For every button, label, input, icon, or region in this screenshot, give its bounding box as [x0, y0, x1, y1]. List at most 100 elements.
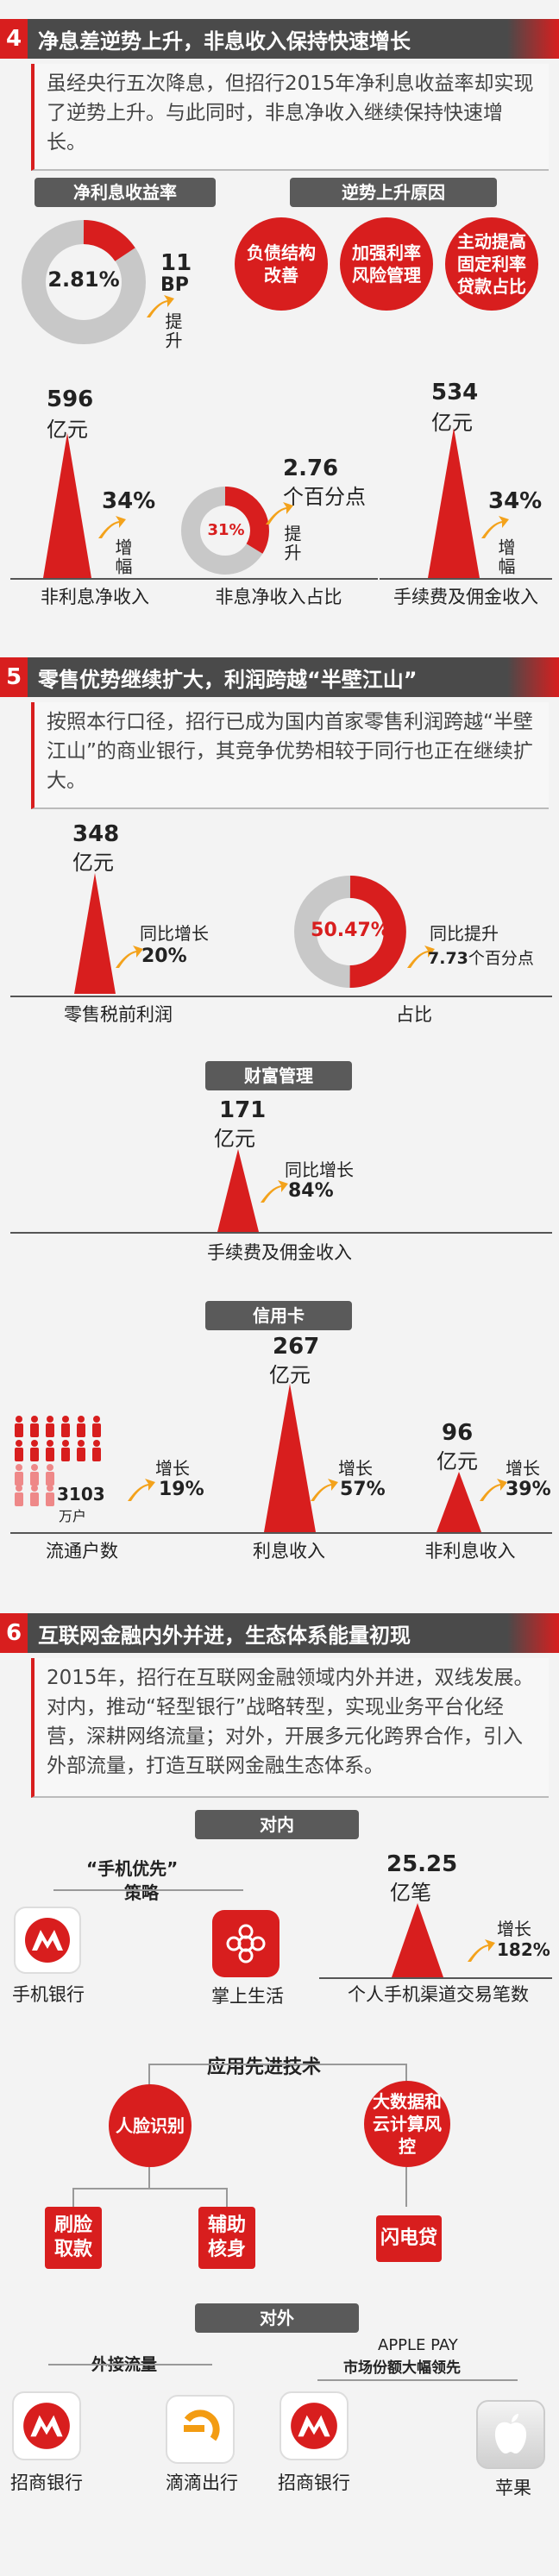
txn-value: 25.25	[386, 1851, 458, 1877]
people-icon-grid	[15, 1416, 101, 1506]
tech-bigdata: 大数据和云计算风控	[364, 2081, 450, 2167]
section-title: 互联网金融内外并进，生态体系能量初现	[38, 1623, 411, 1648]
header-decoration	[507, 657, 559, 697]
profit-triangle	[74, 873, 116, 994]
interest-unit: 亿元	[269, 1363, 311, 1387]
card-nonint-value: 96	[442, 1420, 474, 1446]
fee-growth-label: 增幅	[495, 538, 516, 576]
section-number: 5	[0, 657, 28, 697]
txn-growth-label: 增长	[497, 1919, 531, 1939]
users-value: 3103	[57, 1484, 105, 1505]
section-5-header: 5 零售优势继续扩大，利润跨越“半壁江山”	[0, 657, 559, 697]
interest-label: 利息收入	[253, 1541, 325, 1561]
txn-label: 个人手机渠道交易笔数	[348, 1984, 529, 2005]
interest-triangle	[264, 1384, 316, 1532]
users-growth-label: 增长	[155, 1458, 190, 1479]
flower-logo-icon	[212, 1910, 280, 1977]
up-arrow-icon	[266, 502, 293, 525]
connector-line	[72, 2188, 228, 2190]
nonint-triangle	[43, 433, 91, 578]
reason-pill: 逆势上升原因	[290, 178, 497, 207]
section-title: 零售优势继续扩大，利润跨越“半壁江山”	[38, 667, 418, 692]
share-change: 2.76	[283, 456, 339, 481]
axis-line	[10, 1532, 552, 1534]
reason-2: 加强利率风险管理	[340, 217, 433, 311]
app2-label: 掌上生活	[211, 1986, 284, 2007]
axis-line	[10, 578, 179, 580]
face-withdraw-box: 刷脸取款	[45, 2207, 102, 2269]
cmb-logo-icon	[280, 2391, 349, 2460]
nonint-value: 596	[47, 386, 94, 412]
share-unit: 个百分点	[283, 485, 366, 509]
fee-label: 手续费及佣金收入	[393, 587, 538, 607]
connector-line	[148, 2064, 407, 2065]
ratio-change-label: 同比提升	[430, 923, 499, 944]
up-arrow-icon	[98, 516, 126, 538]
partner4-label: 苹果	[495, 2478, 531, 2498]
axis-line	[319, 1977, 552, 1979]
reason-3: 主动提高固定利率贷款占比	[445, 217, 538, 311]
partner1-label: 招商银行	[10, 2472, 83, 2493]
section-4-paragraph: 虽经央行五次降息，但招行2015年净利息收益率却实现了逆势上升。与此同时，非息净…	[31, 64, 549, 171]
fee-growth: 34%	[488, 488, 543, 514]
reason-1: 负债结构改善	[235, 217, 328, 311]
header-decoration	[507, 19, 559, 59]
mobile-first: “手机优先”	[86, 1858, 179, 1879]
section-title: 净息差逆势上升，非息收入保持快速增长	[38, 28, 411, 53]
axis-line	[179, 578, 378, 580]
up-arrow-icon	[147, 295, 174, 317]
outer-pill: 对外	[195, 2303, 359, 2333]
wealth-pill: 财富管理	[205, 1061, 352, 1090]
profit-growth-label: 同比增长	[140, 923, 209, 944]
nim-donut-chart	[22, 220, 146, 344]
inner-pill: 对内	[195, 1810, 359, 1839]
connector-line	[53, 1889, 243, 1891]
interest-growth: 57%	[340, 1479, 386, 1500]
section-number: 6	[0, 1613, 28, 1653]
connector-line	[148, 2167, 150, 2188]
id-verify-box: 辅助核身	[198, 2207, 255, 2269]
users-unit: 万户	[59, 1508, 87, 1524]
tech-face-recognition: 人脸识别	[109, 2084, 192, 2167]
card-nonint-growth: 39%	[506, 1479, 551, 1500]
nonint-growth: 34%	[102, 488, 156, 514]
axis-line	[269, 996, 552, 997]
connector-line	[48, 2364, 212, 2366]
nonint-growth-label: 增幅	[112, 538, 133, 576]
profit-value: 348	[72, 821, 120, 847]
ratio-unit: 个百分点	[468, 949, 534, 968]
nim-value: 2.81%	[47, 267, 120, 292]
up-arrow-icon	[468, 1939, 495, 1962]
nim-change-unit: BP	[160, 274, 189, 296]
wealth-growth: 84%	[288, 1180, 334, 1202]
ratio-donut-chart	[294, 876, 406, 989]
header-decoration	[507, 1613, 559, 1653]
txn-growth: 182%	[497, 1939, 550, 1960]
up-arrow-icon	[480, 1479, 507, 1501]
connector-line	[405, 2064, 407, 2088]
apple-logo-icon	[476, 2400, 545, 2469]
up-arrow-icon	[128, 1479, 155, 1501]
connector-line	[405, 2167, 407, 2207]
wealth-unit: 亿元	[214, 1127, 255, 1151]
interest-value: 267	[273, 1334, 320, 1360]
fee-value: 534	[431, 380, 479, 405]
txn-triangle	[392, 1903, 443, 1977]
nim-change: 11	[160, 250, 192, 276]
ratio-label: 占比	[396, 1004, 432, 1025]
interest-growth-label: 增长	[338, 1458, 373, 1479]
applepay-label: APPLE PAY	[378, 2336, 458, 2354]
card-pill: 信用卡	[205, 1301, 352, 1330]
card-nonint-triangle	[437, 1472, 481, 1532]
section-5-paragraph: 按照本行口径，招行已成为国内首家零售利润跨越“半壁江山”的商业银行，其竞争优势相…	[31, 702, 549, 809]
up-arrow-icon	[116, 946, 143, 968]
txn-unit: 亿笔	[390, 1881, 431, 1905]
section-6-paragraph: 2015年，招行在互联网金融领域内外并进，双线发展。对内，推动“轻型银行”战略转…	[31, 1658, 549, 1798]
nonint-label: 非利息净收入	[41, 587, 149, 607]
connector-line	[148, 2064, 150, 2088]
nim-pill: 净利息收益率	[35, 178, 216, 207]
up-arrow-icon	[261, 1180, 288, 1203]
axis-line	[380, 578, 552, 580]
profit-unit: 亿元	[72, 851, 114, 875]
app1-label: 手机银行	[12, 1984, 85, 2005]
